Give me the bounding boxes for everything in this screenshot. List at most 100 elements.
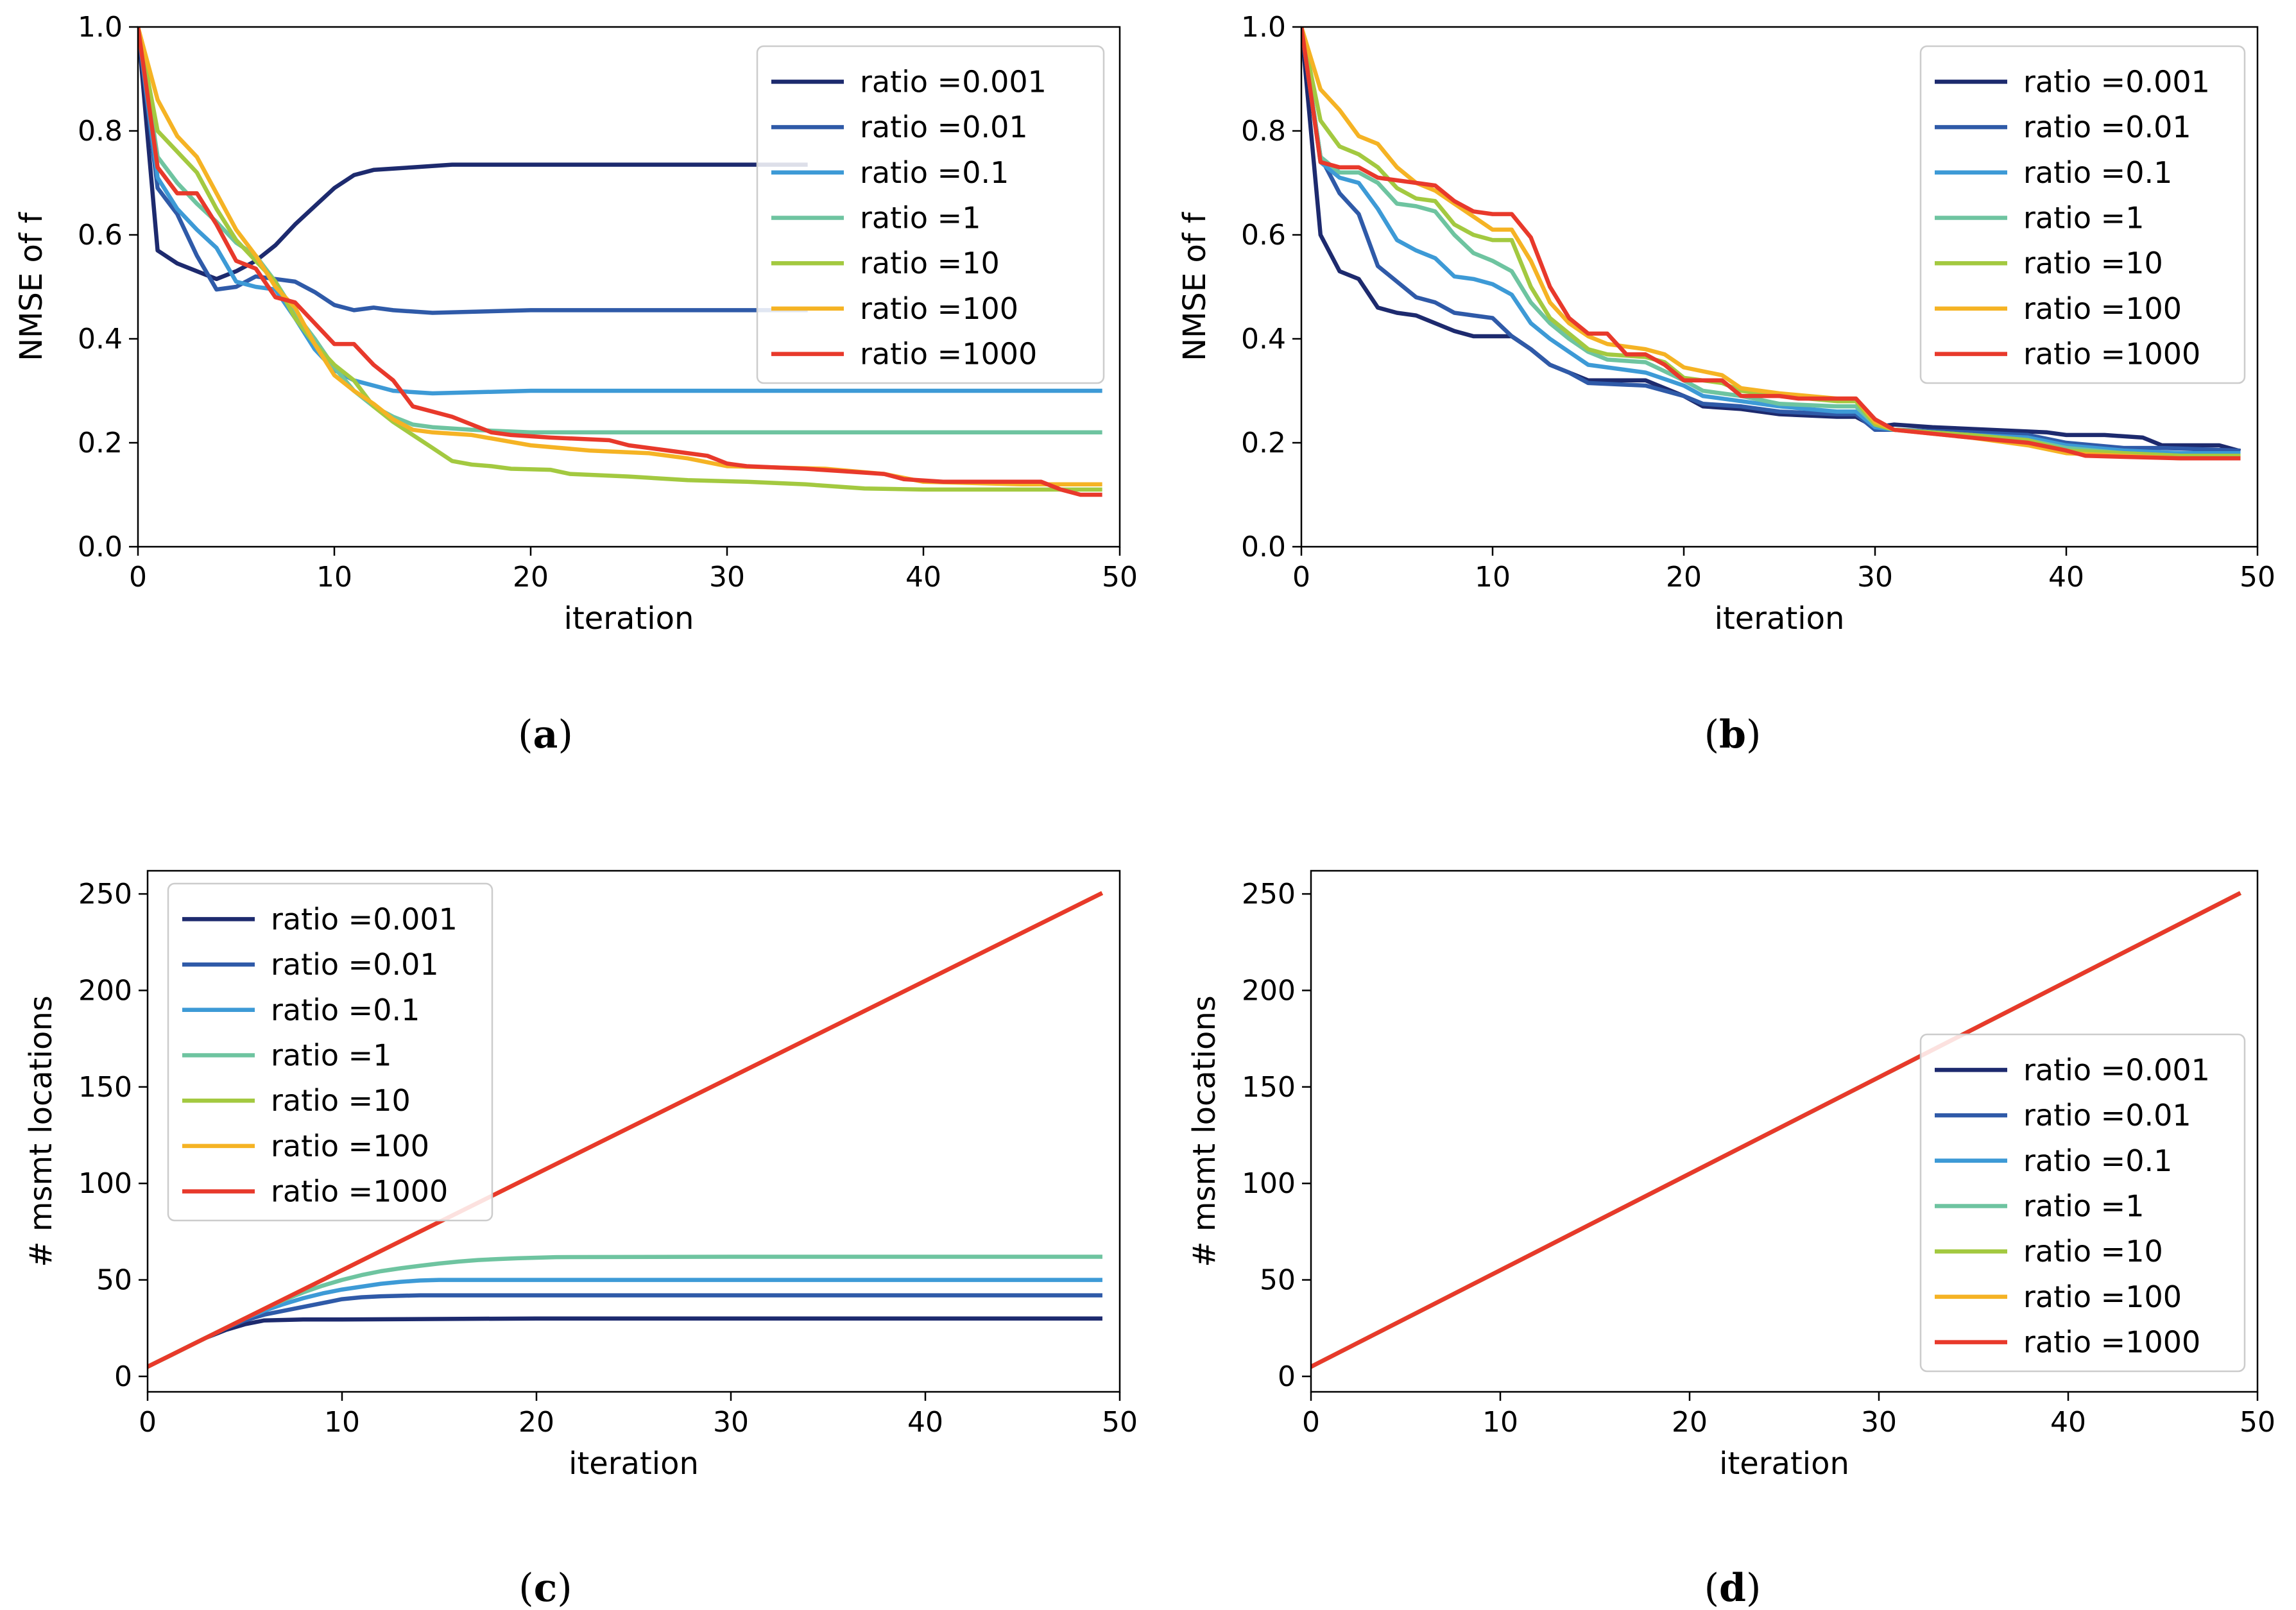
panel-caption: (c) <box>518 1566 572 1610</box>
panel-caption: (b) <box>1704 712 1761 757</box>
y-tick-label: 250 <box>78 878 132 911</box>
axes-frame <box>146 869 1121 1393</box>
legend: ratio =0.001 ratio =0.01 ratio =0.1 ratio =… <box>167 882 493 1222</box>
caption-letter: a <box>533 712 558 757</box>
x-tick-label: 30 <box>1857 561 1893 594</box>
x-tick-label: 10 <box>1475 561 1511 594</box>
panel-caption: (d) <box>1704 1566 1761 1610</box>
legend-label: ratio =0.1 <box>271 993 420 1027</box>
x-tick-label: 50 <box>1102 1406 1138 1439</box>
x-tick-label: 40 <box>905 561 941 594</box>
legend-label: ratio =10 <box>2023 246 2163 280</box>
legend-label: ratio =100 <box>2023 291 2182 326</box>
legend-label: ratio =1000 <box>2023 337 2200 372</box>
series-line-ratio-0-01 <box>138 27 808 315</box>
legend-label: ratio =1000 <box>860 337 1037 372</box>
legend-label: ratio =0.01 <box>860 110 1028 144</box>
legend-label: ratio =1 <box>2023 201 2145 236</box>
legend-label: ratio =1 <box>860 201 981 236</box>
caption-open-paren: ( <box>1704 1566 1719 1610</box>
y-tick-label: 1.0 <box>78 11 123 44</box>
x-tick-label: 0 <box>1292 561 1310 594</box>
x-tick-label: 0 <box>129 561 147 594</box>
y-tick-label: 0.2 <box>78 427 123 459</box>
x-tick-label: 20 <box>1672 1406 1708 1439</box>
panel-caption: (a) <box>518 712 573 757</box>
legend-label: ratio =10 <box>271 1083 411 1118</box>
legend-label: ratio =0.1 <box>860 155 1009 190</box>
x-tick-label: 30 <box>709 561 745 594</box>
legend-label: ratio =100 <box>860 291 1018 326</box>
x-tick-label: 10 <box>316 561 352 594</box>
x-tick-label: 0 <box>139 1406 157 1439</box>
y-tick-label: 1.0 <box>1241 11 1286 44</box>
legend-label: ratio =0.1 <box>2023 155 2172 190</box>
caption-open-paren: ( <box>1704 712 1719 757</box>
caption-close-paren: ) <box>557 1566 572 1610</box>
series-lines <box>138 27 1102 497</box>
axes-frame <box>1300 26 2259 548</box>
series-line-ratio-1000 <box>138 27 1102 497</box>
legend-label: ratio =0.001 <box>2023 64 2210 99</box>
legend-label: ratio =1 <box>271 1038 392 1073</box>
y-tick-label: 0.6 <box>78 219 123 252</box>
caption-open-paren: ( <box>518 1566 533 1610</box>
y-tick-label: 100 <box>78 1167 132 1200</box>
legend: ratio =0.001 ratio =0.01 ratio =0.1 ratio =… <box>1919 45 2246 384</box>
y-tick-label: 0.2 <box>1241 427 1286 459</box>
legend: ratio =0.001 ratio =0.01 ratio =0.1 ratio =… <box>756 45 1105 384</box>
legend-label: ratio =1 <box>2023 1189 2145 1224</box>
y-tick-label: 200 <box>78 974 132 1007</box>
legend-box <box>756 45 1105 384</box>
x-tick-label: 20 <box>1666 561 1702 594</box>
legend-label: ratio =0.001 <box>860 64 1047 99</box>
legend-label: ratio =0.01 <box>271 947 439 982</box>
x-axis-title: iteration <box>1715 601 1845 637</box>
chart-panel-a: 0 10 20 30 40 50 0.0 0.2 0.4 0.6 0.8 1.0 iteration NM… <box>13 11 1138 757</box>
x-tick-label: 30 <box>1861 1406 1897 1439</box>
legend-box <box>1919 45 2246 384</box>
legend-label: ratio =1000 <box>271 1174 448 1209</box>
legend: ratio =0.001 ratio =0.01 ratio =0.1 ratio =… <box>1919 1033 2246 1373</box>
legend-label: ratio =10 <box>860 246 1000 280</box>
x-tick-label: 50 <box>2240 561 2275 594</box>
y-tick-label: 0.8 <box>78 115 123 148</box>
y-tick-label: 0.8 <box>1241 115 1286 148</box>
series-line-ratio-1000 <box>1311 891 2241 1369</box>
x-tick-label: 0 <box>1302 1406 1320 1439</box>
x-axis-title: iteration <box>564 601 694 637</box>
chart-panel-c: 0 10 20 30 40 50 0 50 100 150 200 250 iteration # msm… <box>23 869 1138 1610</box>
caption-close-paren: ) <box>1746 712 1761 757</box>
series-line-ratio-1000 <box>148 891 1104 1369</box>
legend-label: ratio =0.01 <box>2023 1098 2191 1133</box>
y-tick-label: 0 <box>1278 1360 1296 1393</box>
y-tick-label: 50 <box>96 1264 132 1297</box>
axes-frame <box>1310 869 2259 1393</box>
x-tick-label: 40 <box>2050 1406 2086 1439</box>
legend-label: ratio =1000 <box>2023 1325 2200 1360</box>
legend-label: ratio =0.1 <box>2023 1143 2172 1178</box>
y-tick-label: 0.0 <box>78 531 123 563</box>
x-tick-label: 10 <box>324 1406 360 1439</box>
legend-label: ratio =0.01 <box>2023 110 2191 144</box>
caption-letter: b <box>1719 712 1746 757</box>
legend-label: ratio =0.001 <box>271 902 458 936</box>
legend-box <box>167 882 493 1222</box>
y-tick-label: 250 <box>1242 878 1296 911</box>
x-tick-label: 30 <box>713 1406 749 1439</box>
caption-open-paren: ( <box>518 712 533 757</box>
x-tick-label: 40 <box>907 1406 943 1439</box>
x-tick-label: 10 <box>1482 1406 1518 1439</box>
series-line-ratio-10 <box>138 27 1102 492</box>
y-axis-title: # msmt locations <box>23 995 59 1267</box>
x-axis-title: iteration <box>1719 1446 1849 1482</box>
y-axis-title: NMSE of f <box>1177 212 1213 361</box>
chart-panel-d: 0 10 20 30 40 50 0 50 100 150 200 250 iteration # msm… <box>1187 869 2275 1610</box>
x-axis-title: iteration <box>569 1446 699 1482</box>
y-tick-label: 0.0 <box>1241 531 1286 563</box>
caption-close-paren: ) <box>558 712 572 757</box>
legend-label: ratio =10 <box>2023 1234 2163 1269</box>
x-tick-label: 50 <box>1102 561 1138 594</box>
